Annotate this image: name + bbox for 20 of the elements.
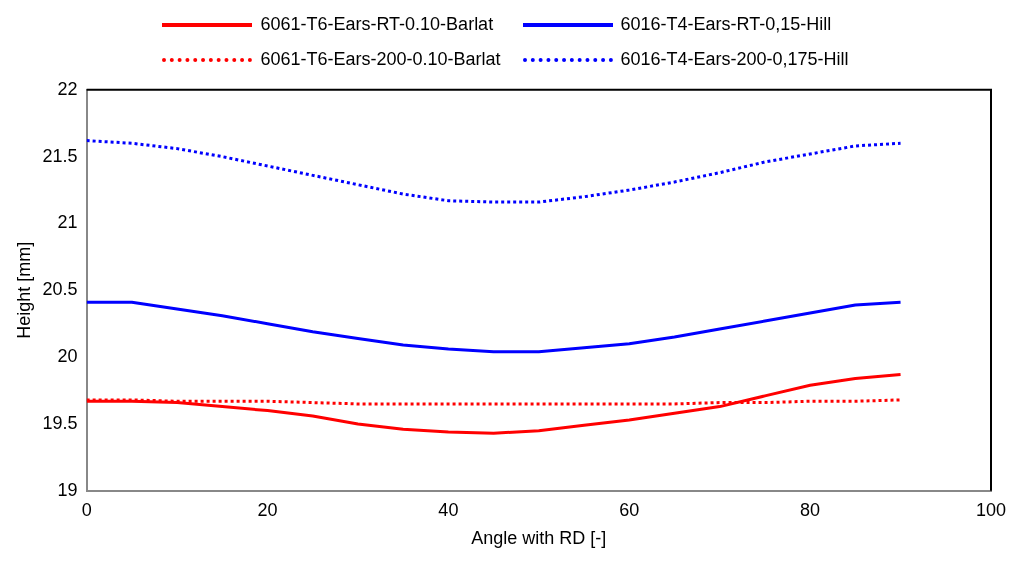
x-axis-title: Angle with RD [-] (471, 528, 607, 549)
x-tick-label: 0 (81, 499, 92, 520)
y-tick-label: 22 (57, 78, 78, 99)
y-tick-label: 21 (57, 212, 78, 233)
legend-label: 6061-T6-Ears-RT-0.10-Barlat (260, 14, 494, 35)
x-tick-label: 40 (438, 499, 459, 520)
y-tick-label: 20 (57, 346, 78, 367)
x-tick-label: 20 (257, 499, 278, 520)
line-series (86, 139, 903, 204)
y-tick-label: 19 (57, 479, 78, 500)
y-tick-label: 21.5 (42, 145, 78, 166)
y-axis-title: Height [mm] (13, 241, 34, 339)
legend-label: 6016-T4-Ears-200-0,175-Hill (620, 49, 849, 70)
x-tick-label: 100 (975, 499, 1007, 520)
legend-label: 6016-T4-Ears-RT-0,15-Hill (620, 14, 832, 35)
legend-label: 6061-T6-Ears-200-0.10-Barlat (260, 49, 501, 70)
x-tick-label: 60 (619, 499, 640, 520)
y-tick-label: 20.5 (42, 279, 78, 300)
y-tick-label: 19.5 (42, 412, 78, 433)
x-tick-label: 80 (800, 499, 821, 520)
